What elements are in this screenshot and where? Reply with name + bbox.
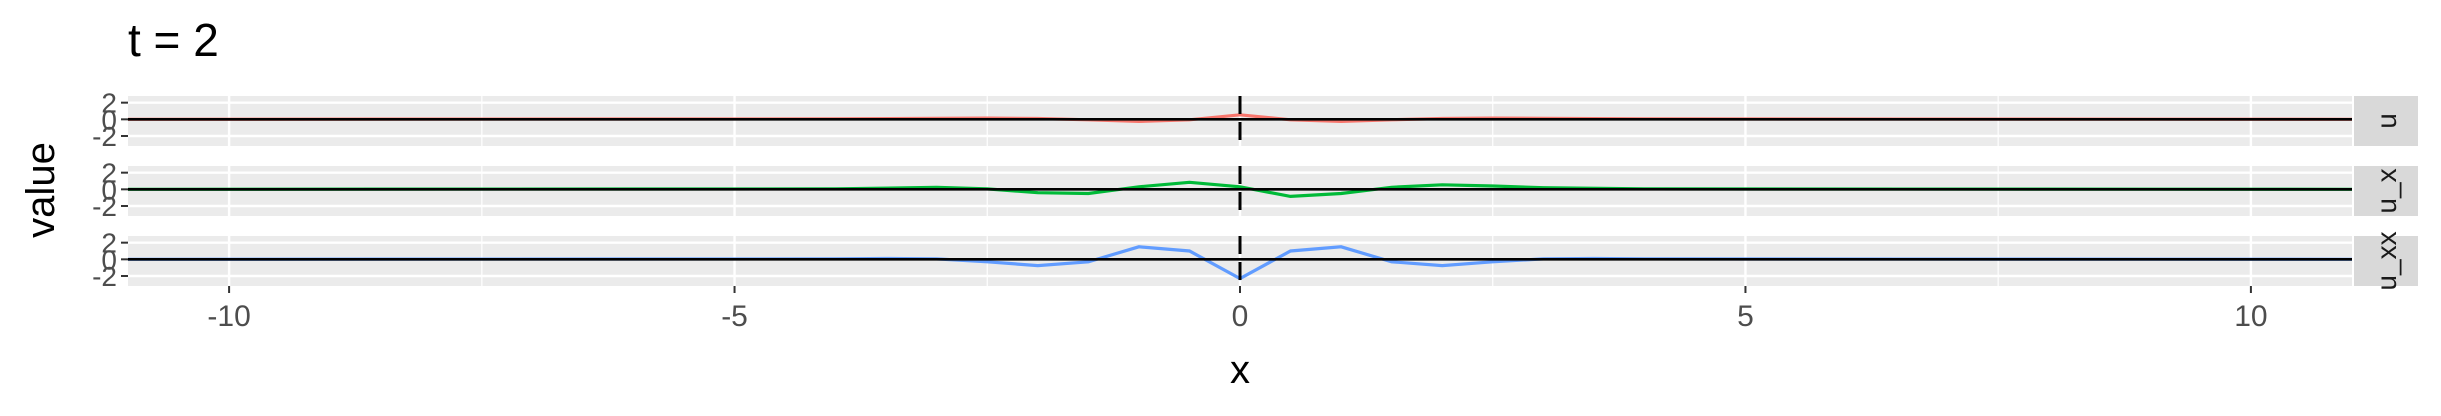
facet-strip [2354, 166, 2418, 216]
y-tick-label: 0 [101, 244, 117, 275]
x-tick-label: -5 [721, 300, 748, 333]
y-tick-label: 2 [101, 158, 117, 189]
y-tick-label: 2 [101, 88, 117, 119]
y-tick-label: -2 [92, 261, 117, 292]
facet-strip [2354, 236, 2418, 286]
facet-strip-label: u_xx [2371, 231, 2402, 290]
facet-strip-label: u_x [2371, 168, 2402, 213]
x-tick-label: 5 [1737, 300, 1754, 333]
facet-strip [2354, 96, 2418, 146]
y-tick-label: 0 [101, 104, 117, 135]
y-axis-label: value [19, 142, 63, 238]
x-tick-label: -10 [207, 300, 250, 333]
y-tick-label: 0 [101, 174, 117, 205]
y-tick-label: -2 [92, 191, 117, 222]
facet-strip-label: u [2371, 113, 2402, 129]
x-axis-label: x [1230, 348, 1250, 392]
chart-title: t = 2 [128, 14, 219, 66]
x-tick-label: 0 [1232, 300, 1249, 333]
panel-1: -202 u [92, 88, 2418, 152]
y-tick-label: 2 [101, 228, 117, 259]
x-axis: -10 -5 0 5 10 [207, 286, 2268, 333]
y-tick-label: -2 [92, 121, 117, 152]
x-tick-label: 10 [2234, 300, 2267, 333]
panel-2: -202 u_x [92, 158, 2418, 222]
panel-3: -202 u_xx [92, 228, 2418, 292]
